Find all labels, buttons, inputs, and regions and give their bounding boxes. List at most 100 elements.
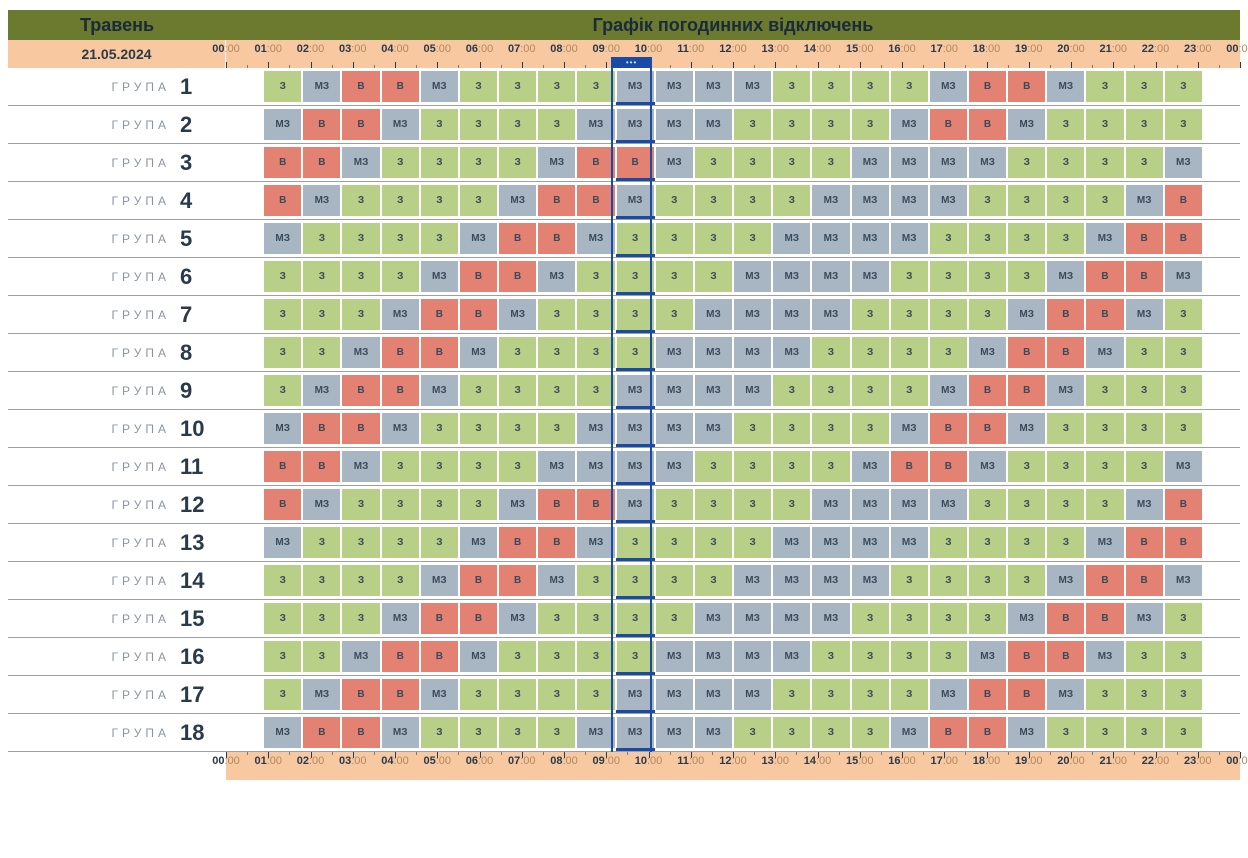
status-cell: В — [969, 109, 1006, 140]
status-cell: МЗ — [695, 71, 732, 102]
pad-right — [1203, 676, 1240, 713]
status-cell: В — [303, 451, 340, 482]
status-cell: МЗ — [421, 375, 458, 406]
status-cell: З — [1086, 185, 1123, 216]
status-cell: МЗ — [1047, 679, 1084, 710]
status-cell: З — [969, 223, 1006, 254]
status-cell: МЗ — [1086, 527, 1123, 558]
time-label: 22:00 — [1142, 43, 1170, 55]
status-cell: З — [1008, 565, 1045, 596]
time-label: 05:00 — [423, 43, 451, 55]
status-cell: З — [1008, 489, 1045, 520]
time-tick — [775, 62, 776, 68]
status-cell: З — [342, 489, 379, 520]
status-cell: МЗ — [577, 451, 614, 482]
time-tick — [818, 752, 819, 758]
status-cell: З — [342, 223, 379, 254]
status-cell: З — [382, 527, 419, 558]
status-cell: В — [538, 185, 575, 216]
row-label: ГРУПА4 — [8, 182, 226, 219]
status-cell: З — [1126, 375, 1163, 406]
row-label: ГРУПА2 — [8, 106, 226, 143]
status-cell: З — [773, 147, 810, 178]
group-prefix: ГРУПА — [112, 726, 171, 740]
status-cell: З — [538, 375, 575, 406]
status-cell: З — [1008, 223, 1045, 254]
time-tick-minor — [796, 65, 797, 68]
schedule-container: Травень Графік погодинних відключень 21.… — [0, 0, 1248, 790]
table-row: ГРУПА13МЗЗЗЗЗМЗВВМЗЗЗЗЗМЗМЗМЗМЗЗЗЗЗМЗВВ — [8, 524, 1240, 562]
status-cell: МЗ — [656, 71, 693, 102]
status-cell: В — [499, 261, 536, 292]
group-number: 5 — [180, 226, 214, 252]
time-tick-minor — [1008, 752, 1009, 755]
time-tick — [733, 752, 734, 758]
status-cell: З — [1086, 717, 1123, 748]
status-cell: МЗ — [852, 223, 889, 254]
time-tick-minor — [839, 752, 840, 755]
status-cell: МЗ — [1165, 147, 1202, 178]
status-cell: МЗ — [969, 147, 1006, 178]
time-tick-minor — [965, 65, 966, 68]
status-cell: З — [264, 375, 301, 406]
current-cell-underline — [616, 672, 655, 675]
pad-left — [226, 714, 263, 751]
status-cell: З — [1086, 147, 1123, 178]
status-cell: В — [342, 679, 379, 710]
status-cell: МЗ — [812, 603, 849, 634]
row-cells: ЗЗМЗВВМЗЗЗЗЗМЗМЗМЗМЗЗЗЗЗМЗВВМЗЗЗ — [226, 334, 1240, 371]
pad-right — [1203, 144, 1240, 181]
status-cell: МЗ — [695, 641, 732, 672]
status-cell: З — [382, 565, 419, 596]
time-label: 10:00 — [635, 43, 663, 55]
row-cells: МЗЗЗЗЗМЗВВМЗЗЗЗЗМЗМЗМЗМЗЗЗЗЗМЗВВ — [226, 524, 1240, 561]
time-tick-minor — [965, 752, 966, 755]
status-cell: З — [773, 489, 810, 520]
status-cell: З — [734, 489, 771, 520]
status-cell: З — [930, 299, 967, 330]
time-tick — [606, 62, 607, 68]
pad-right — [1203, 524, 1240, 561]
status-cell: МЗ — [852, 261, 889, 292]
row-cells: ВМЗЗЗЗЗМЗВВМЗЗЗЗЗМЗМЗМЗМЗЗЗЗЗМЗВ — [226, 486, 1240, 523]
status-cell: З — [812, 451, 849, 482]
status-cell: З — [969, 299, 1006, 330]
current-cell-underline — [616, 748, 655, 751]
status-cell: В — [499, 565, 536, 596]
table-row: ГРУПА7ЗЗЗМЗВВМЗЗЗЗЗМЗМЗМЗМЗЗЗЗЗМЗВВМЗЗ — [8, 296, 1240, 334]
status-cell: З — [1126, 147, 1163, 178]
group-prefix: ГРУПА — [112, 118, 171, 132]
status-cell: З — [303, 565, 340, 596]
time-tick — [944, 62, 945, 68]
row-label: ГРУПА16 — [8, 638, 226, 675]
status-cell: З — [969, 185, 1006, 216]
status-cell: З — [1047, 185, 1084, 216]
time-label: 02:00 — [297, 43, 325, 55]
status-cell: МЗ — [656, 337, 693, 368]
time-tick-minor — [881, 65, 882, 68]
status-cell: З — [1165, 717, 1202, 748]
row-cells: ЗЗЗЗМЗВВМЗЗЗЗЗМЗМЗМЗМЗЗЗЗЗМЗВВМЗ — [226, 562, 1240, 599]
time-tick — [944, 752, 945, 758]
status-cell: З — [303, 527, 340, 558]
status-cell: МЗ — [734, 679, 771, 710]
status-cell: З — [1086, 109, 1123, 140]
status-cell: З — [1165, 299, 1202, 330]
status-cell: В — [421, 337, 458, 368]
pad-right — [1203, 638, 1240, 675]
status-cell: З — [812, 717, 849, 748]
status-cell: МЗ — [891, 413, 928, 444]
pad-right — [1203, 182, 1240, 219]
status-cell: В — [1126, 527, 1163, 558]
time-tick — [775, 752, 776, 758]
status-cell: З — [1008, 261, 1045, 292]
status-cell: МЗ — [734, 603, 771, 634]
status-cell: В — [342, 71, 379, 102]
status-cell: З — [577, 337, 614, 368]
time-tick — [860, 62, 861, 68]
status-cell: МЗ — [812, 527, 849, 558]
current-time-indicator: ••• — [611, 57, 652, 68]
pad-left — [226, 638, 263, 675]
status-cell: З — [891, 641, 928, 672]
time-tick-minor — [1092, 752, 1093, 755]
